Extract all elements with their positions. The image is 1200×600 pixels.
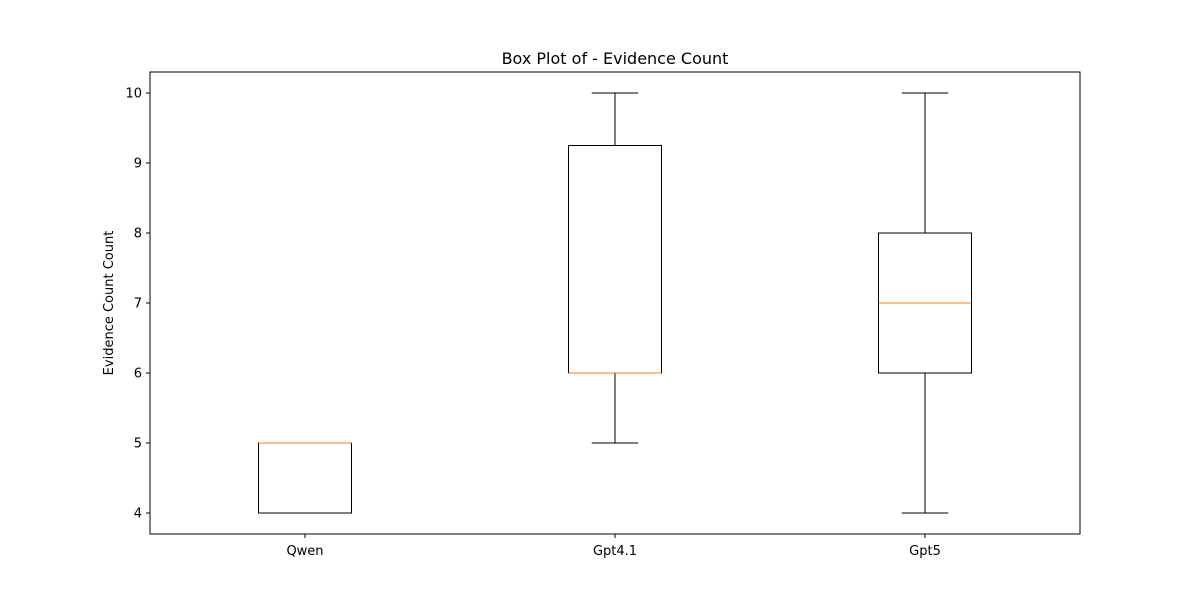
y-tick-label: 10 xyxy=(125,87,142,102)
y-axis-label: Evidence Count Count xyxy=(102,231,117,376)
box-iqr xyxy=(568,145,662,374)
y-tick-label: 5 xyxy=(134,437,142,452)
x-tick-label: Gpt4.1 xyxy=(593,544,637,559)
y-tick-label: 9 xyxy=(134,157,142,172)
x-tick-label: Qwen xyxy=(286,544,323,559)
plot-area: 4 5 6 7 8 9 10 Qwen Gpt4.1 Gpt5 xyxy=(125,71,1081,559)
y-tick-label: 8 xyxy=(134,227,142,242)
y-tick-label: 4 xyxy=(134,507,142,522)
y-tick-label: 7 xyxy=(134,297,142,312)
chart-title: Box Plot of - Evidence Count xyxy=(502,49,729,68)
box-iqr xyxy=(258,442,352,514)
y-tick-label: 6 xyxy=(134,367,142,382)
x-tick-label: Gpt5 xyxy=(909,544,941,559)
